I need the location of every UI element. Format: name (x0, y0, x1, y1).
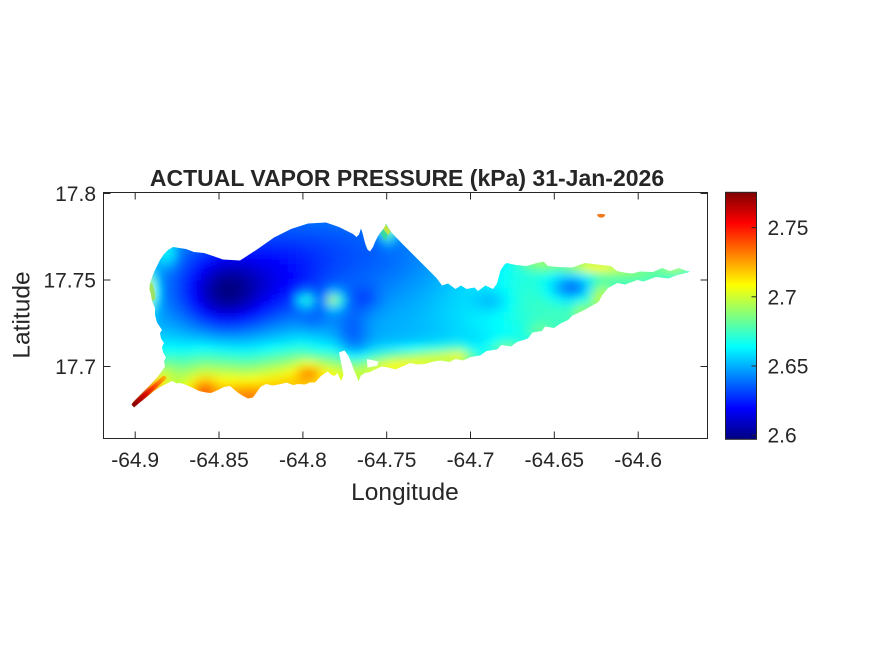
svg-text:17.8: 17.8 (55, 183, 96, 206)
svg-text:17.75: 17.75 (43, 270, 96, 293)
svg-text:2.6: 2.6 (768, 425, 797, 448)
svg-text:-64.65: -64.65 (525, 449, 585, 472)
svg-text:-64.7: -64.7 (447, 449, 495, 472)
svg-text:-64.9: -64.9 (111, 449, 159, 472)
svg-text:2.65: 2.65 (768, 356, 809, 379)
svg-text:-64.85: -64.85 (189, 449, 249, 472)
svg-text:Latitude: Latitude (9, 271, 36, 358)
svg-text:-64.75: -64.75 (357, 449, 417, 472)
svg-text:ACTUAL VAPOR PRESSURE (kPa) 31: ACTUAL VAPOR PRESSURE (kPa) 31-Jan-2026 (150, 165, 664, 191)
svg-text:17.7: 17.7 (55, 356, 96, 379)
svg-text:2.75: 2.75 (768, 217, 809, 240)
svg-text:2.7: 2.7 (768, 286, 797, 309)
svg-text:-64.6: -64.6 (614, 449, 662, 472)
svg-text:-64.8: -64.8 (279, 449, 327, 472)
svg-text:Longitude: Longitude (351, 479, 459, 506)
